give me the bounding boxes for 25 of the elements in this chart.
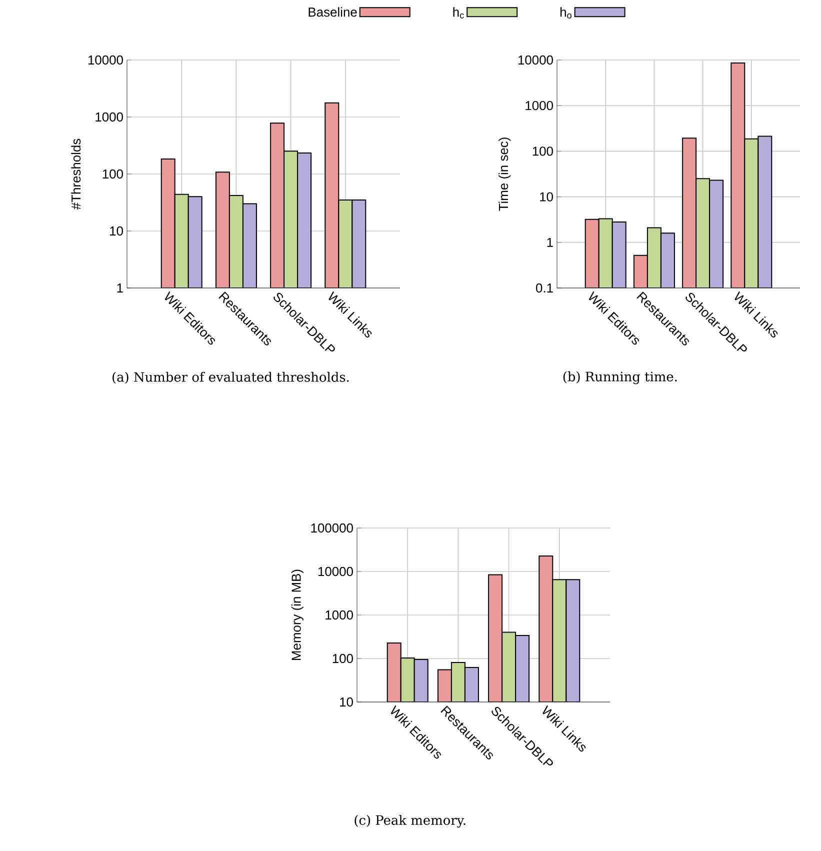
y-tick-label: 10000	[318, 566, 353, 576]
legend-label: h$_{c}$	[453, 7, 464, 18]
y-tick-label: 0.1	[536, 283, 553, 293]
y-axis-title: Memory (in MB)	[291, 570, 304, 660]
text: (c) Peak memory.	[354, 814, 466, 828]
y-tick-label: 1000	[326, 610, 353, 620]
y-tick-label: 10	[110, 226, 123, 236]
y-tick-label: 100	[332, 654, 353, 664]
y-tick-label: 10000	[88, 55, 123, 65]
legend-label: h$_{o}$	[560, 7, 572, 18]
y-tick-label: 100	[532, 146, 553, 156]
y-tick-label: 1000	[96, 112, 123, 122]
text: (a) Number of evaluated thresholds.	[112, 372, 349, 384]
legend-label: Baseline	[308, 7, 357, 17]
y-tick-label: 1000	[526, 101, 553, 110]
y-tick-label: 10	[340, 697, 353, 707]
y-tick-label: 10	[540, 192, 553, 202]
y-tick-label: 1	[117, 284, 123, 292]
y-tick-label: 100000	[311, 523, 353, 533]
y-tick-label: 1	[547, 238, 553, 247]
y-tick-label: 100	[102, 169, 123, 179]
y-axis-title: #Thresholds	[71, 138, 81, 210]
y-axis-title: Time (in sec)	[498, 138, 511, 211]
y-tick-label: 10000	[518, 55, 553, 65]
text: (b) Running time.	[563, 371, 677, 384]
